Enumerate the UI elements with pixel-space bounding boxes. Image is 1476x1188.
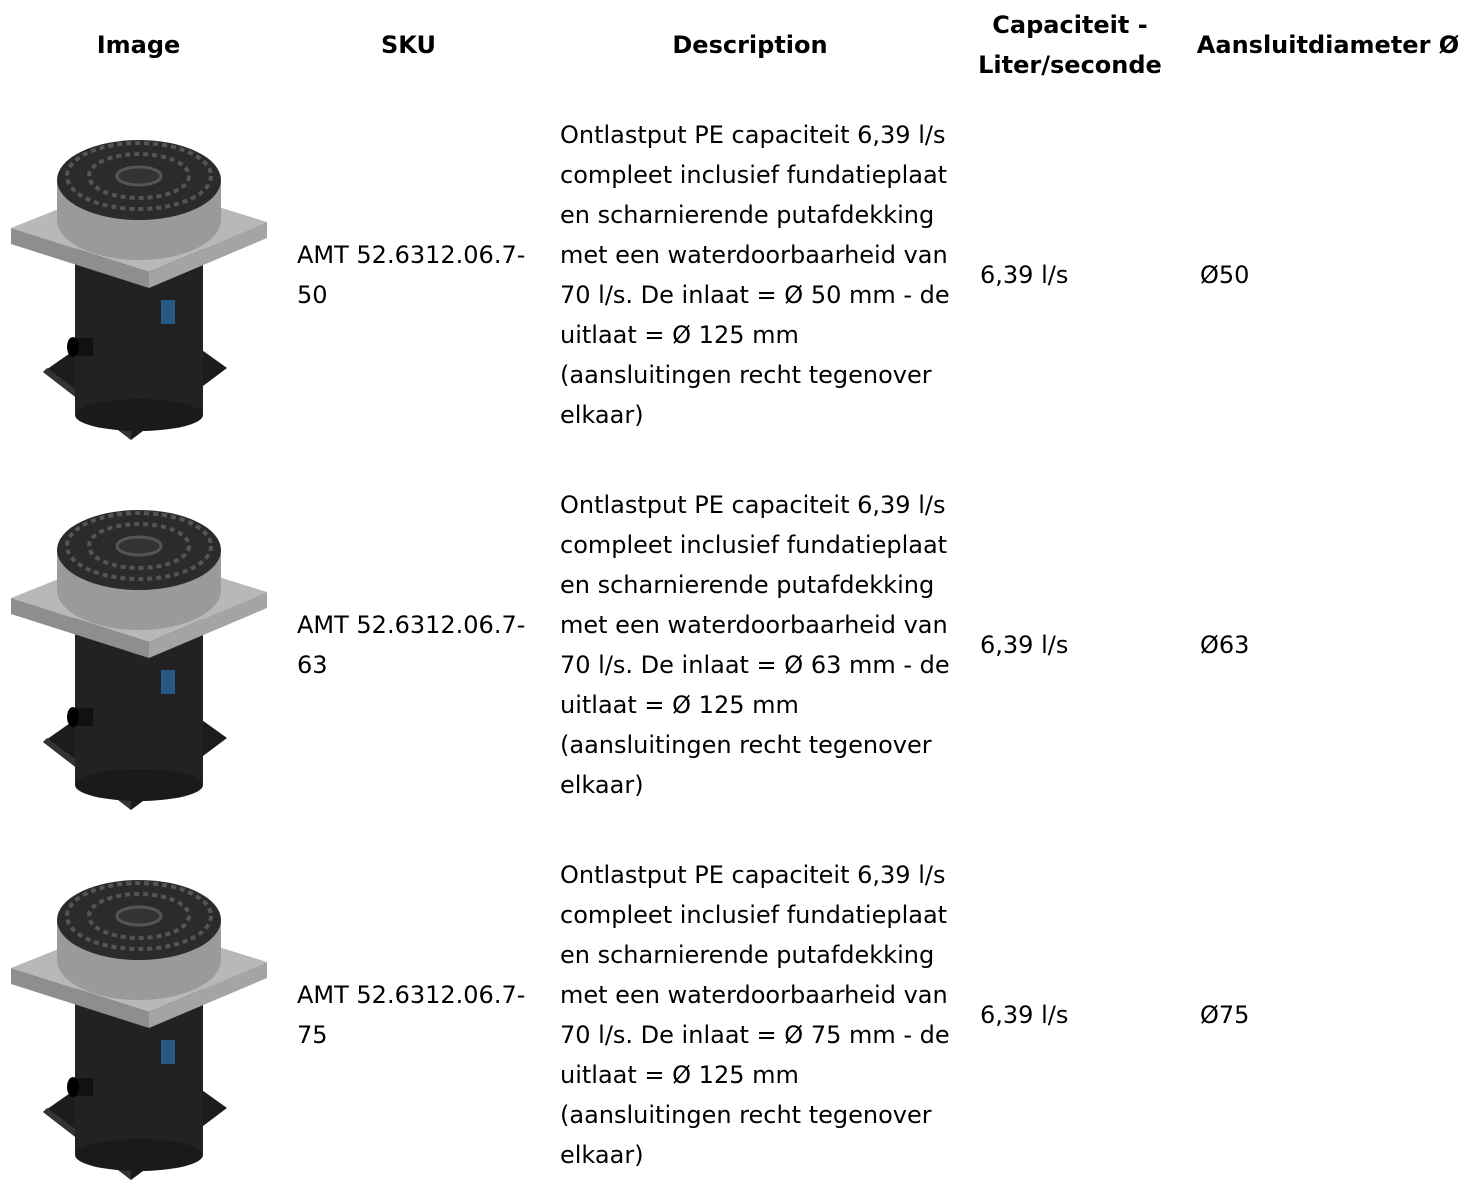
product-image (10, 880, 267, 1180)
capacity-cell: 6,39 l/s (980, 261, 1069, 289)
column-header: Aansluitdiameter Ø (1196, 31, 1460, 59)
product-image (10, 510, 267, 810)
product-row: AMT 52.6312.06.7-63 Ontlastput PE capacit… (0, 460, 1476, 830)
diameter-cell: Ø75 (1200, 1001, 1250, 1029)
description-cell: Ontlastput PE capaciteit 6,39 l/s comple… (560, 121, 950, 429)
image-cell (0, 460, 277, 830)
image-cell (0, 830, 277, 1188)
product-row: AMT 52.6312.06.7-75 Ontlastput PE capacit… (0, 830, 1476, 1188)
sku-cell: AMT 52.6312.06.7-50 (297, 241, 526, 309)
sku-cell: AMT 52.6312.06.7-63 (297, 611, 526, 679)
sku-cell: AMT 52.6312.06.7-75 (297, 981, 526, 1049)
table-body: AMT 52.6312.06.7-50 Ontlastput PE capacit… (0, 90, 1476, 1188)
product-image (10, 140, 267, 440)
capacity-cell: 6,39 l/s (980, 631, 1069, 659)
capacity-cell: 6,39 l/s (980, 1001, 1069, 1029)
column-header: Description (672, 31, 828, 59)
image-cell (0, 90, 277, 460)
column-header: SKU (381, 31, 436, 59)
header-row: Image SKU Description Capaciteit - Liter/se… (0, 0, 1476, 90)
description-cell: Ontlastput PE capaciteit 6,39 l/s comple… (560, 491, 950, 799)
column-header: Capaciteit - Liter/seconde (978, 11, 1162, 79)
product-row: AMT 52.6312.06.7-50 Ontlastput PE capacit… (0, 90, 1476, 460)
diameter-cell: Ø50 (1200, 261, 1250, 289)
diameter-cell: Ø63 (1200, 631, 1250, 659)
column-header: Image (96, 31, 181, 59)
description-cell: Ontlastput PE capaciteit 6,39 l/s comple… (560, 861, 950, 1169)
